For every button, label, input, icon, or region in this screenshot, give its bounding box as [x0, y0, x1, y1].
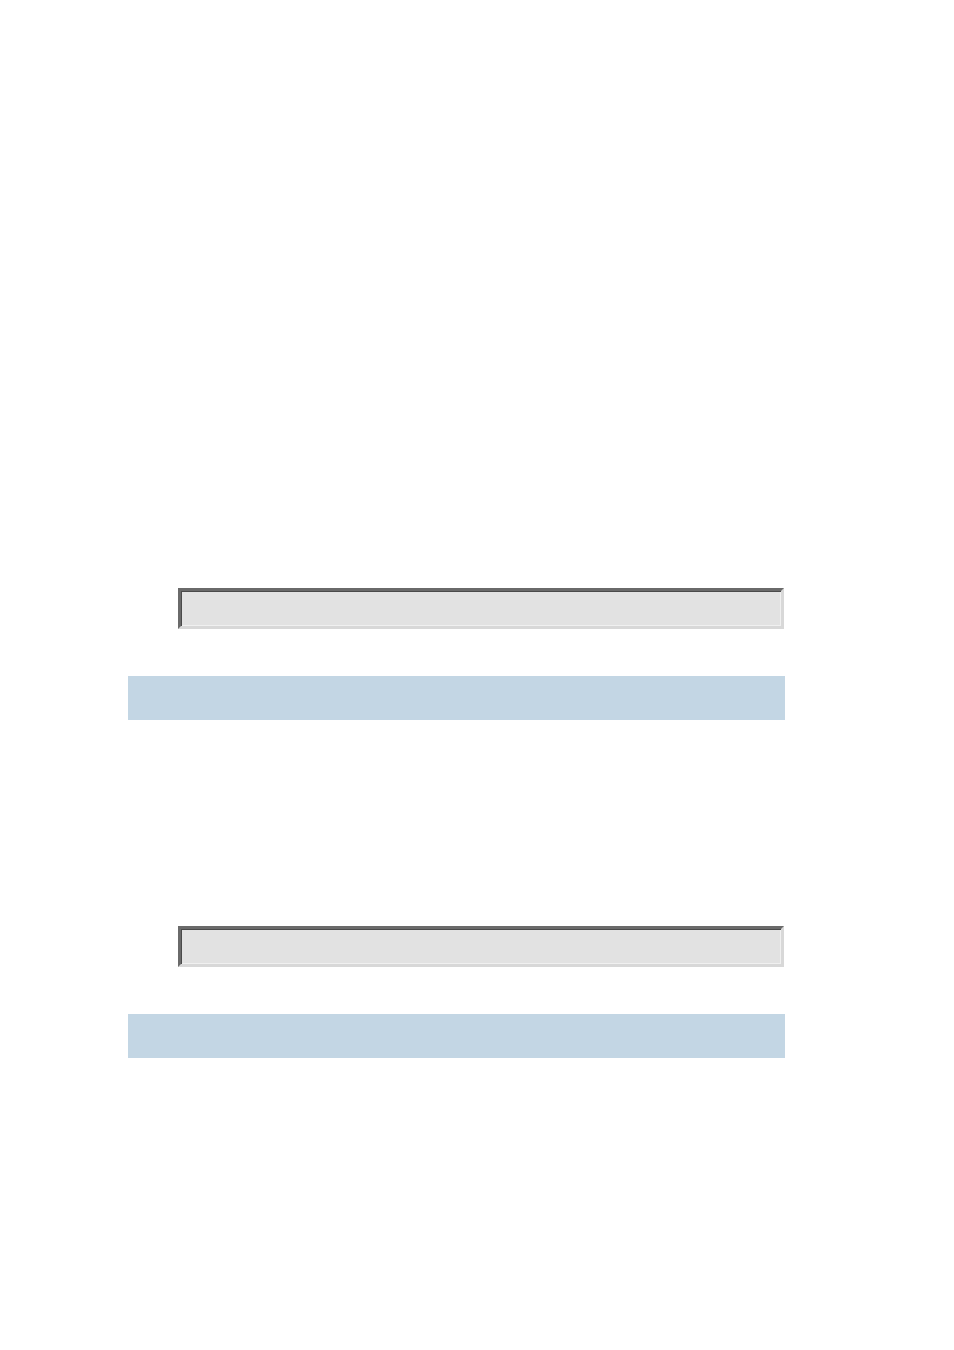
inset-panel-2	[178, 926, 784, 967]
highlight-bar-2	[128, 1014, 785, 1058]
inset-panel-1	[178, 588, 784, 629]
highlight-bar-1	[128, 676, 785, 720]
